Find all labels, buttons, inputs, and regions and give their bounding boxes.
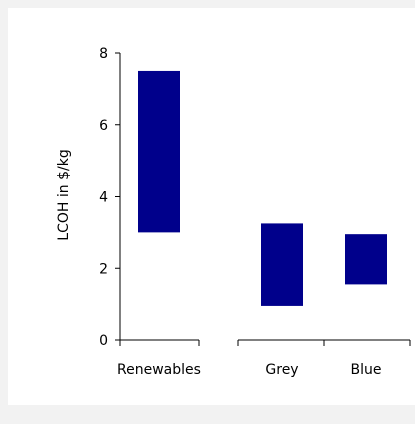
bar-blue: [345, 234, 387, 285]
bars: [138, 70, 387, 306]
bar-grey: [261, 223, 303, 306]
y-tick-label: 2: [99, 261, 108, 277]
y-axis-title: LCOH in $/kg: [56, 149, 72, 240]
category-label-renewables: Renewables: [117, 362, 201, 378]
y-axis: 0 2 4 6 8: [99, 46, 121, 349]
category-label-grey: Grey: [265, 362, 298, 378]
category-label-blue: Blue: [351, 362, 382, 378]
y-tick-label: 8: [99, 46, 108, 62]
bar-renewables: [138, 70, 180, 233]
x-axis: [119, 339, 411, 346]
y-tick-label: 4: [99, 190, 108, 206]
y-tick-label: 0: [99, 333, 108, 349]
plot-area: [8, 8, 415, 405]
y-tick-label: 6: [99, 118, 108, 134]
category-labels: Renewables Grey Blue: [117, 362, 381, 378]
